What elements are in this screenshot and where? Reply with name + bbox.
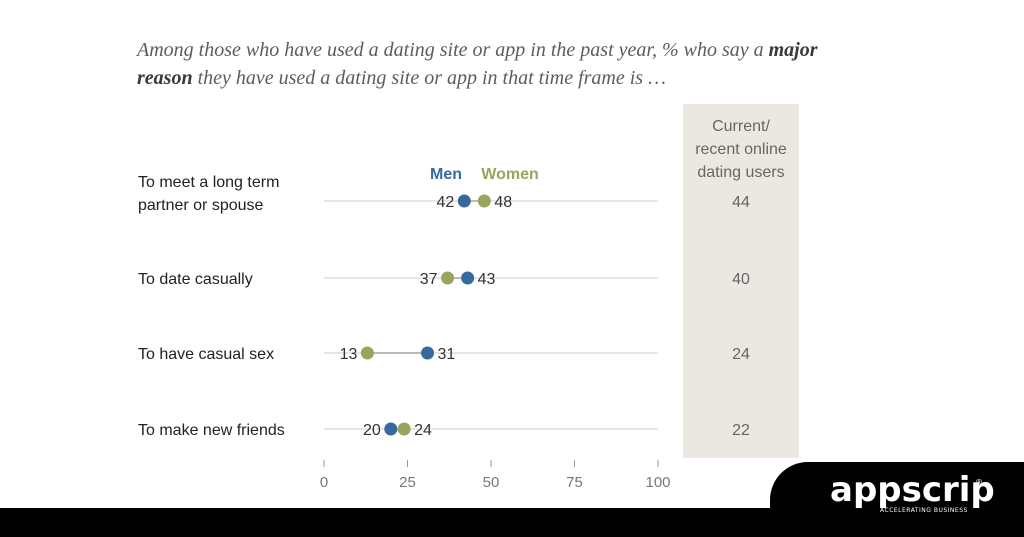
category-label: To have casual sex: [138, 346, 274, 363]
x-tick-label: 100: [645, 474, 670, 491]
side-panel-header: recent online: [695, 141, 787, 158]
title-part-1: Among those who have used a dating site …: [137, 39, 769, 61]
category-label: To meet a long term: [138, 174, 279, 191]
side-panel-header: dating users: [697, 164, 784, 181]
dot-men: [384, 422, 398, 436]
brand-box: [770, 462, 1024, 537]
value-label-men: 20: [363, 422, 381, 439]
value-label-men: 43: [478, 271, 496, 288]
category-label: partner or spouse: [138, 197, 264, 214]
legend-women: Women: [481, 166, 538, 183]
x-tick-label: 50: [483, 474, 500, 491]
chart-title: Among those who have used a dating site …: [137, 36, 837, 92]
side-panel-value: 22: [732, 422, 750, 439]
brand-logo-text: appscrip: [830, 470, 995, 510]
value-label-men: 42: [436, 194, 454, 211]
x-tick-label: 0: [320, 474, 328, 491]
side-panel-value: 44: [732, 194, 750, 211]
legend-men: Men: [430, 166, 462, 183]
dot-men: [457, 194, 471, 208]
dot-women: [397, 422, 411, 436]
category-label: To date casually: [138, 271, 253, 288]
value-label-women: 37: [420, 271, 438, 288]
dot-men: [421, 346, 435, 360]
value-label-men: 31: [438, 346, 456, 363]
dot-women: [441, 271, 455, 285]
side-panel-background: [683, 104, 799, 458]
title-emphasis: major reason: [137, 39, 818, 89]
dot-women: [360, 346, 374, 360]
x-tick-label: 75: [566, 474, 583, 491]
title-part-2: they have used a dating site or app in t…: [192, 67, 666, 89]
brand-registered-mark: ®: [975, 478, 983, 487]
dot-men: [461, 271, 475, 285]
side-panel-value: 24: [732, 346, 750, 363]
value-label-women: 24: [414, 422, 432, 439]
value-label-women: 48: [494, 194, 512, 211]
side-panel-header: Current/: [712, 118, 770, 135]
category-label: To make new friends: [138, 422, 285, 439]
value-label-women: 13: [340, 346, 358, 363]
x-tick-label: 25: [399, 474, 416, 491]
dot-women: [477, 194, 491, 208]
brand-tagline: ACCELERATING BUSINESS: [880, 507, 968, 514]
side-panel-value: 40: [732, 271, 750, 288]
